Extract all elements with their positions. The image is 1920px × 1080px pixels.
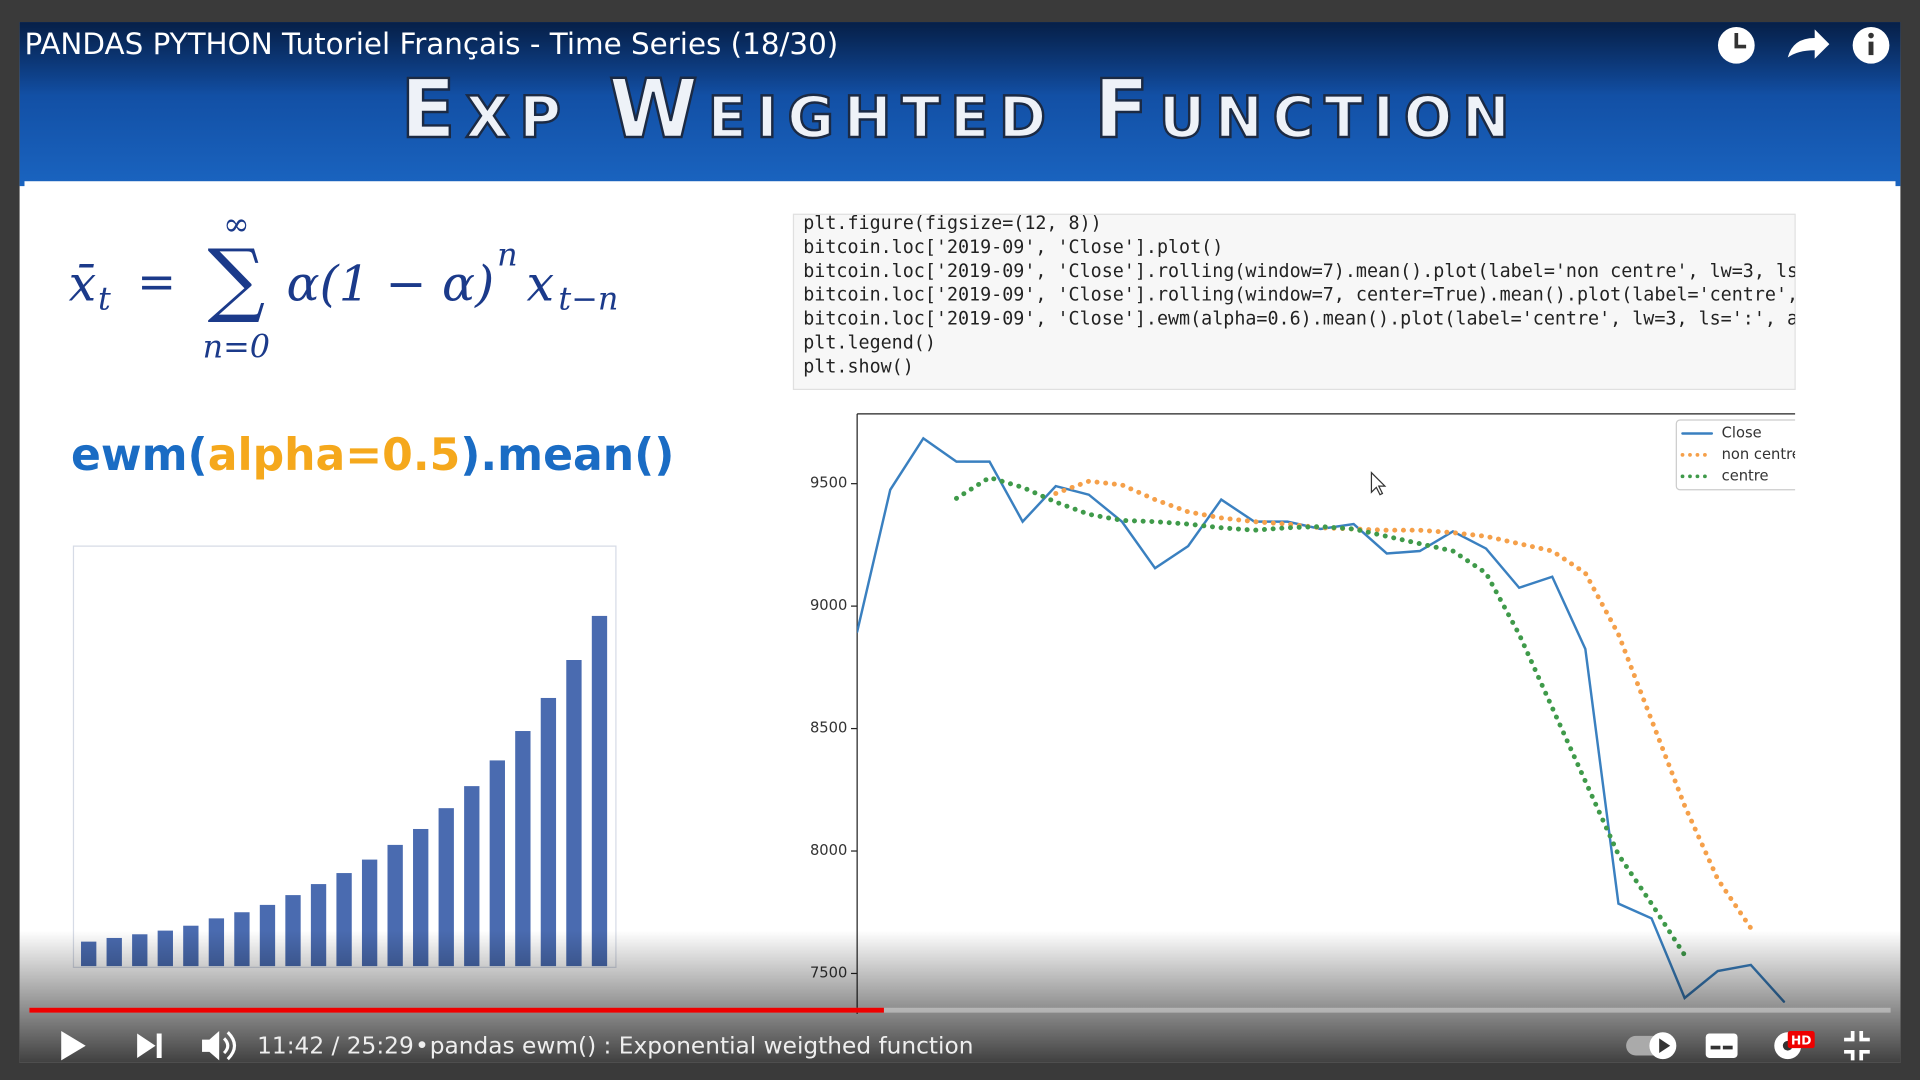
formula-var: x xyxy=(527,255,555,312)
formula: x̄ t = ∞ ∑ n=0 α(1 − α) n x t−n xyxy=(69,205,619,365)
video-title[interactable]: PANDAS PYTHON Tutoriel Français - Time S… xyxy=(24,27,838,61)
banner-rule xyxy=(24,181,1896,188)
top-shade xyxy=(19,22,1901,96)
formula-upper: ∞ xyxy=(223,205,250,243)
y-tick-label: 9000 xyxy=(810,597,847,614)
info-stem xyxy=(1868,41,1874,56)
legend-label: Close xyxy=(1722,424,1762,441)
formula-var-sub: t−n xyxy=(558,280,618,318)
controls: 11:42 / 25:29 • pandas ewm() : Exponenti… xyxy=(61,1031,1870,1061)
volume-waves xyxy=(222,1031,237,1061)
y-tick-label: 8000 xyxy=(810,842,847,859)
share-icon[interactable] xyxy=(1787,29,1830,59)
call-arg: alpha=0.5 xyxy=(208,430,461,481)
subtitles-button[interactable] xyxy=(1705,1033,1738,1058)
separator: • xyxy=(415,1032,429,1059)
formula-lower: n=0 xyxy=(203,327,270,365)
y-tick-label: 8500 xyxy=(810,720,847,737)
progress-played xyxy=(29,1007,884,1013)
formula-equals: = xyxy=(137,254,176,308)
autoplay-play xyxy=(1659,1038,1671,1054)
code-line: plt.figure(figsize=(12, 8)) xyxy=(803,213,1101,234)
cc-line xyxy=(1722,1045,1733,1050)
formula-lhs: x̄ xyxy=(69,255,97,312)
code-cell xyxy=(792,213,1796,390)
code-line: plt.legend() xyxy=(803,332,936,353)
bar xyxy=(464,786,480,967)
formula-lhs-sub: t xyxy=(98,280,111,318)
code-line: bitcoin.loc['2019-09', 'Close'].ewm(alph… xyxy=(803,309,1809,330)
plot-lines xyxy=(857,436,1786,1003)
formula-power: n xyxy=(497,236,517,274)
legend-box xyxy=(1675,419,1796,491)
chapter-title[interactable]: pandas ewm() : Exponential weigthed func… xyxy=(430,1032,974,1059)
formula-sigma: ∑ xyxy=(207,232,265,326)
y-tick-label: 9500 xyxy=(810,475,847,492)
call-end: ).mean() xyxy=(460,430,674,481)
code-line: bitcoin.loc['2019-09', 'Close'].plot() xyxy=(803,237,1223,258)
code: plt.figure(figsize=(12, 8)) bitcoin.loc['… xyxy=(803,213,1809,377)
mouse-cursor xyxy=(1370,471,1387,496)
legend-label: non centre xyxy=(1722,446,1801,463)
play-button[interactable] xyxy=(61,1031,86,1061)
series-line xyxy=(1053,478,1754,931)
bar xyxy=(566,660,582,967)
bar xyxy=(591,615,608,967)
call-start: ewm( xyxy=(71,430,208,481)
legend-label: centre xyxy=(1722,467,1769,484)
control-shade xyxy=(19,930,1901,1063)
info-dot xyxy=(1868,32,1874,39)
bar xyxy=(515,731,531,967)
bar xyxy=(489,760,505,967)
progress-track[interactable] xyxy=(29,1007,1891,1013)
slide-title: Exp Weighted Function xyxy=(400,63,1519,157)
volume-button[interactable] xyxy=(202,1031,220,1061)
legend: Close non centre centre xyxy=(1675,419,1801,491)
clock-hands xyxy=(1734,33,1747,49)
line-chart: 95009000850080007500Closenon centrecentr… xyxy=(810,413,1801,1014)
code-line: bitcoin.loc['2019-09', 'Close'].rolling(… xyxy=(803,285,1798,306)
time-display: 11:42 / 25:29 xyxy=(257,1032,414,1059)
code-line: plt.show() xyxy=(803,356,914,377)
bar xyxy=(438,808,454,967)
series-line xyxy=(857,436,1786,1003)
top-icons xyxy=(1717,26,1890,64)
hd-badge xyxy=(1787,1031,1815,1049)
hd-label: HD xyxy=(1791,1033,1811,1047)
cc-line xyxy=(1710,1045,1721,1050)
exit-fullscreen-button[interactable] xyxy=(1844,1031,1870,1061)
code-line: bitcoin.loc['2019-09', 'Close'].rolling(… xyxy=(803,261,1809,282)
next-button[interactable] xyxy=(137,1033,162,1058)
ewm-call: ewm(alpha=0.5).mean() xyxy=(71,430,674,481)
formula-term: α(1 − α) xyxy=(287,255,495,312)
bar xyxy=(540,697,557,967)
series-line xyxy=(953,474,1688,958)
